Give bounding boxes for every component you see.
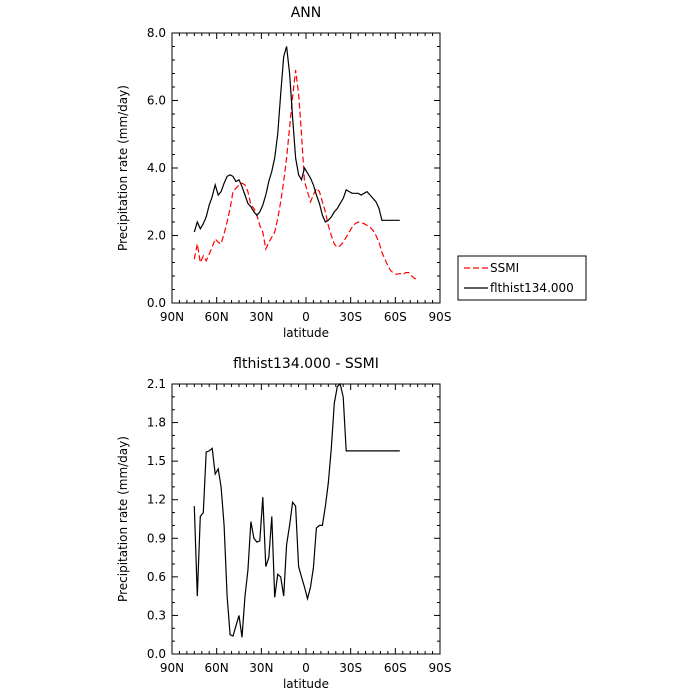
x-tick-label: 30S bbox=[339, 310, 362, 324]
series-line-1 bbox=[193, 382, 400, 638]
series-line-2 bbox=[193, 46, 400, 233]
x-tick-label: 90N bbox=[160, 661, 184, 675]
x-tick-label: 60N bbox=[205, 310, 229, 324]
x-tick-label: 60S bbox=[384, 310, 407, 324]
x-tick-label: 30N bbox=[249, 310, 273, 324]
y-tick-label: 0.9 bbox=[147, 531, 166, 545]
x-axis-label: latitude bbox=[283, 326, 329, 340]
chart-title: flthist134.000 - SSMI bbox=[233, 356, 379, 372]
y-tick-label: 2.0 bbox=[147, 229, 166, 243]
x-tick-label: 30N bbox=[249, 661, 273, 675]
y-tick-label: 8.0 bbox=[147, 26, 166, 40]
chart-panel-1: ANN 90N 60N 30N 0 30S 60S 90S 0.0 2.0 4.0 6.0 8.0 lat… bbox=[116, 5, 587, 340]
legend-label: flthist134.000 bbox=[490, 281, 574, 295]
y-axis-label: Precipitation rate (mm/day) bbox=[116, 85, 130, 251]
series-line-1 bbox=[193, 70, 418, 280]
y-tick-label: 1.8 bbox=[147, 416, 166, 430]
x-tick-label: 90S bbox=[429, 661, 452, 675]
chart-title: ANN bbox=[291, 5, 322, 21]
legend-box bbox=[457, 255, 587, 301]
y-axis-label: Precipitation rate (mm/day) bbox=[116, 436, 130, 602]
chart-panel-2: flthist134.000 - SSMI 90N 60N 30N 0 30S 60S 90S… bbox=[116, 356, 451, 691]
x-tick-label: 0 bbox=[302, 310, 310, 324]
y-tick-label: 0.0 bbox=[147, 296, 166, 310]
x-axis-label: latitude bbox=[283, 677, 329, 691]
y-tick-label: 1.2 bbox=[147, 493, 166, 507]
x-tick-label: 90N bbox=[160, 310, 184, 324]
y-tick-label: 0.0 bbox=[147, 647, 166, 661]
x-tick-label: 0 bbox=[302, 661, 310, 675]
x-tick-label: 60S bbox=[384, 661, 407, 675]
y-tick-label: 2.1 bbox=[147, 377, 166, 391]
x-tick-label: 30S bbox=[339, 661, 362, 675]
y-tick-label: 4.0 bbox=[147, 161, 166, 175]
x-tick-label: 90S bbox=[429, 310, 452, 324]
y-tick-label: 0.6 bbox=[147, 570, 166, 584]
plot-frame bbox=[171, 383, 441, 655]
legend-label: SSMI bbox=[490, 261, 519, 275]
y-tick-label: 0.3 bbox=[147, 608, 166, 622]
plot-frame bbox=[171, 32, 441, 304]
y-tick-label: 1.5 bbox=[147, 454, 166, 468]
y-tick-label: 6.0 bbox=[147, 94, 166, 108]
x-tick-label: 60N bbox=[205, 661, 229, 675]
